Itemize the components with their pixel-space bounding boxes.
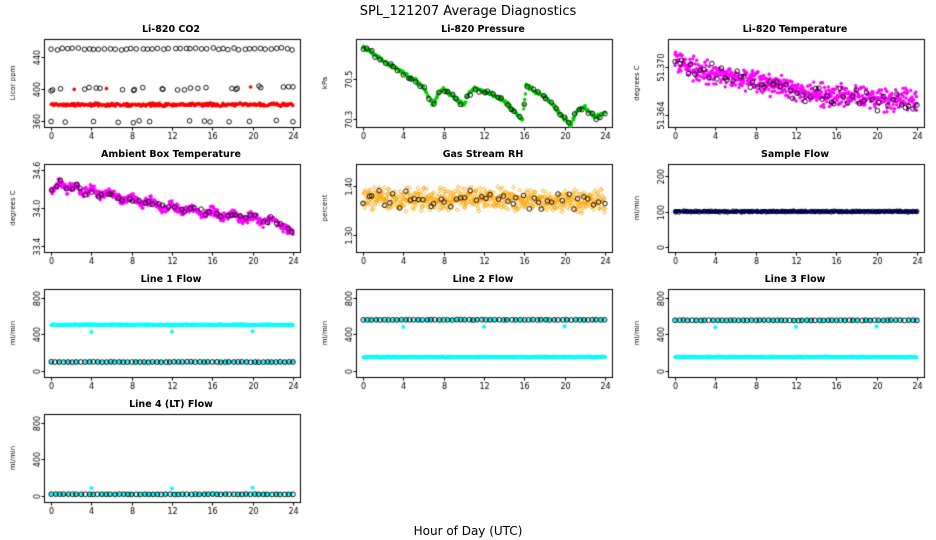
chart-li820-temperature: Li-820 Temperature bbox=[624, 22, 936, 147]
chart-canvas-li820-co2 bbox=[6, 36, 306, 142]
x-axis-label: Hour of Day (UTC) bbox=[413, 524, 523, 538]
chart-title: Li-820 Temperature bbox=[742, 24, 848, 35]
chart-canvas-gas-stream-rh bbox=[318, 161, 618, 267]
charts-grid: Li-820 CO2 Li-820 Pressure Li-820 Temper… bbox=[0, 22, 936, 522]
chart-canvas-ambient-box-temperature bbox=[6, 161, 306, 267]
page-title: SPL_121207 Average Diagnostics bbox=[359, 4, 577, 19]
chart-canvas-li820-pressure bbox=[318, 36, 618, 142]
chart-gas-stream-rh: Gas Stream RH bbox=[312, 147, 624, 272]
chart-canvas-sample-flow bbox=[630, 161, 930, 267]
chart-title: Line 4 (LT) Flow bbox=[129, 399, 213, 410]
chart-li820-pressure: Li-820 Pressure bbox=[312, 22, 624, 147]
chart-canvas-line2-flow bbox=[318, 286, 618, 392]
chart-title: Line 3 Flow bbox=[764, 274, 826, 285]
chart-line3-flow: Line 3 Flow bbox=[624, 272, 936, 397]
chart-ambient-box-temperature: Ambient Box Temperature bbox=[0, 147, 312, 272]
chart-title: Gas Stream RH bbox=[442, 149, 524, 160]
chart-canvas-line4-lt-flow bbox=[6, 411, 306, 517]
chart-canvas-line1-flow bbox=[6, 286, 306, 392]
chart-li820-co2: Li-820 CO2 bbox=[0, 22, 312, 147]
chart-line2-flow: Line 2 Flow bbox=[312, 272, 624, 397]
chart-canvas-line3-flow bbox=[630, 286, 930, 392]
chart-title: Line 1 Flow bbox=[140, 274, 202, 285]
chart-title: Ambient Box Temperature bbox=[101, 149, 241, 160]
chart-line4-lt-flow: Line 4 (LT) Flow bbox=[0, 397, 312, 522]
chart-line1-flow: Line 1 Flow bbox=[0, 272, 312, 397]
chart-title: Li-820 CO2 bbox=[141, 24, 201, 35]
chart-title: Line 2 Flow bbox=[452, 274, 514, 285]
chart-title: Li-820 Pressure bbox=[441, 24, 525, 35]
chart-canvas-li820-temperature bbox=[630, 36, 930, 142]
chart-sample-flow: Sample Flow bbox=[624, 147, 936, 272]
chart-title: Sample Flow bbox=[760, 149, 829, 160]
